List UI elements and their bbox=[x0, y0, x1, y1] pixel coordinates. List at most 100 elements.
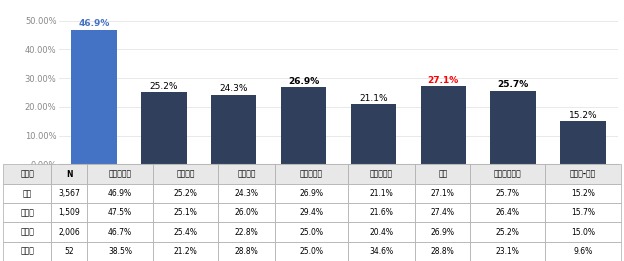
Text: N: N bbox=[66, 170, 72, 179]
Text: 52: 52 bbox=[64, 247, 74, 256]
Text: その他: その他 bbox=[21, 247, 34, 256]
Bar bbox=[470, 184, 545, 203]
Bar bbox=[153, 242, 218, 261]
Text: 25.2%: 25.2% bbox=[150, 82, 178, 91]
Text: 25.0%: 25.0% bbox=[300, 228, 323, 236]
Text: アイデア: アイデア bbox=[238, 170, 256, 179]
Bar bbox=[87, 222, 153, 242]
Bar bbox=[218, 164, 275, 184]
Text: 15.2%: 15.2% bbox=[568, 111, 597, 120]
Text: 26.9%: 26.9% bbox=[288, 77, 319, 86]
Bar bbox=[281, 87, 326, 164]
Bar bbox=[545, 164, 621, 184]
Bar bbox=[3, 164, 51, 184]
Bar bbox=[351, 104, 396, 164]
Text: 21.1%: 21.1% bbox=[369, 189, 393, 198]
Bar bbox=[470, 222, 545, 242]
Bar bbox=[87, 164, 153, 184]
Text: 22.8%: 22.8% bbox=[235, 228, 258, 236]
Bar bbox=[415, 184, 470, 203]
Bar bbox=[3, 203, 51, 222]
Text: 26.0%: 26.0% bbox=[235, 208, 259, 217]
Bar bbox=[51, 164, 87, 184]
Bar bbox=[348, 164, 415, 184]
Text: 15.7%: 15.7% bbox=[571, 208, 595, 217]
Text: 38.5%: 38.5% bbox=[108, 247, 132, 256]
Bar bbox=[153, 222, 218, 242]
Bar bbox=[415, 222, 470, 242]
Text: 25.1%: 25.1% bbox=[173, 208, 198, 217]
Bar bbox=[51, 222, 87, 242]
Bar bbox=[218, 203, 275, 222]
Text: 25.2%: 25.2% bbox=[495, 228, 520, 236]
Bar bbox=[415, 164, 470, 184]
Bar bbox=[545, 222, 621, 242]
Bar bbox=[153, 203, 218, 222]
Bar bbox=[275, 203, 348, 222]
Text: 創造力合計: 創造力合計 bbox=[109, 170, 132, 179]
Bar bbox=[545, 184, 621, 203]
Bar bbox=[470, 242, 545, 261]
Text: 27.1%: 27.1% bbox=[431, 189, 455, 198]
Text: 1,509: 1,509 bbox=[59, 208, 80, 217]
Bar bbox=[72, 29, 117, 164]
Bar bbox=[87, 203, 153, 222]
Text: 組み合わせ: 組み合わせ bbox=[300, 170, 323, 179]
Bar bbox=[3, 222, 51, 242]
Text: 問の立案: 問の立案 bbox=[177, 170, 195, 179]
Text: 25.0%: 25.0% bbox=[300, 247, 323, 256]
Text: 増加者: 増加者 bbox=[21, 170, 34, 179]
Text: 46.9%: 46.9% bbox=[108, 189, 132, 198]
Bar bbox=[3, 242, 51, 261]
Text: 中学生: 中学生 bbox=[21, 208, 34, 217]
Bar bbox=[545, 203, 621, 222]
Text: 20.4%: 20.4% bbox=[369, 228, 393, 236]
Text: 47.5%: 47.5% bbox=[108, 208, 132, 217]
Bar bbox=[348, 222, 415, 242]
Text: 21.2%: 21.2% bbox=[174, 247, 198, 256]
Bar bbox=[275, 164, 348, 184]
Text: 23.1%: 23.1% bbox=[495, 247, 520, 256]
Bar bbox=[87, 184, 153, 203]
Text: 28.8%: 28.8% bbox=[431, 247, 455, 256]
Bar bbox=[153, 184, 218, 203]
Bar bbox=[153, 164, 218, 184]
Text: 26.9%: 26.9% bbox=[431, 228, 455, 236]
Bar bbox=[490, 91, 536, 164]
Text: 34.6%: 34.6% bbox=[369, 247, 393, 256]
Text: 46.7%: 46.7% bbox=[108, 228, 132, 236]
Bar bbox=[141, 92, 187, 164]
Bar bbox=[560, 121, 605, 164]
Text: 9.6%: 9.6% bbox=[573, 247, 593, 256]
Bar bbox=[421, 86, 466, 164]
Bar bbox=[415, 242, 470, 261]
Text: 26.9%: 26.9% bbox=[300, 189, 323, 198]
Bar bbox=[470, 203, 545, 222]
Text: 社会への影響: 社会への影響 bbox=[494, 170, 522, 179]
Text: 25.7%: 25.7% bbox=[497, 80, 529, 89]
Text: 15.2%: 15.2% bbox=[571, 189, 595, 198]
Text: 15.0%: 15.0% bbox=[571, 228, 595, 236]
Bar bbox=[3, 184, 51, 203]
Bar bbox=[545, 242, 621, 261]
Text: 46.9%: 46.9% bbox=[79, 19, 110, 28]
Bar bbox=[275, 242, 348, 261]
Bar bbox=[470, 164, 545, 184]
Text: 高校生: 高校生 bbox=[21, 228, 34, 236]
Text: 自分の考え: 自分の考え bbox=[370, 170, 393, 179]
Text: 28.8%: 28.8% bbox=[235, 247, 258, 256]
Bar bbox=[218, 222, 275, 242]
Text: 2,006: 2,006 bbox=[59, 228, 80, 236]
Text: 21.1%: 21.1% bbox=[359, 94, 388, 103]
Bar bbox=[275, 184, 348, 203]
Bar bbox=[348, 184, 415, 203]
Text: 創造性-行動: 創造性-行動 bbox=[570, 170, 596, 179]
Bar bbox=[51, 242, 87, 261]
Bar bbox=[415, 203, 470, 222]
Text: 合計: 合計 bbox=[22, 189, 32, 198]
Bar bbox=[275, 222, 348, 242]
Bar bbox=[51, 203, 87, 222]
Bar bbox=[218, 184, 275, 203]
Text: 27.1%: 27.1% bbox=[427, 76, 459, 85]
Bar bbox=[51, 184, 87, 203]
